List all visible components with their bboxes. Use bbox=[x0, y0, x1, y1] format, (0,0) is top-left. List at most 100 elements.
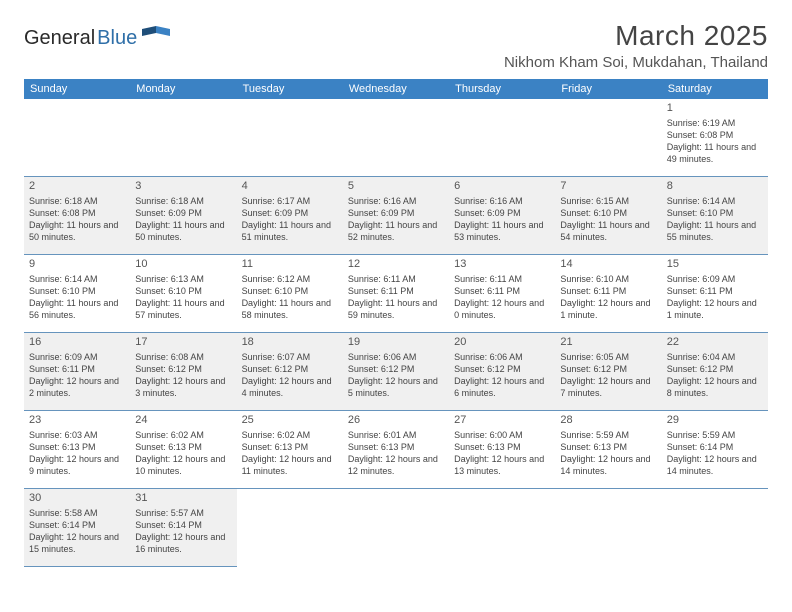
sunset-text: Sunset: 6:09 PM bbox=[135, 207, 231, 219]
sunset-text: Sunset: 6:11 PM bbox=[348, 285, 444, 297]
sunset-text: Sunset: 6:13 PM bbox=[454, 441, 550, 453]
daylight-text: Daylight: 12 hours and 4 minutes. bbox=[242, 375, 338, 399]
daylight-text: Daylight: 11 hours and 57 minutes. bbox=[135, 297, 231, 321]
daylight-text: Daylight: 11 hours and 55 minutes. bbox=[667, 219, 763, 243]
calendar-cell: 27Sunrise: 6:00 AMSunset: 6:13 PMDayligh… bbox=[449, 411, 555, 489]
calendar-cell: 7Sunrise: 6:15 AMSunset: 6:10 PMDaylight… bbox=[555, 177, 661, 255]
calendar-cell: 20Sunrise: 6:06 AMSunset: 6:12 PMDayligh… bbox=[449, 333, 555, 411]
day-number: 9 bbox=[29, 257, 125, 272]
daylight-text: Daylight: 12 hours and 13 minutes. bbox=[454, 453, 550, 477]
sunrise-text: Sunrise: 6:11 AM bbox=[348, 273, 444, 285]
daylight-text: Daylight: 12 hours and 9 minutes. bbox=[29, 453, 125, 477]
sunrise-text: Sunrise: 6:14 AM bbox=[667, 195, 763, 207]
calendar-cell bbox=[343, 489, 449, 567]
sunrise-text: Sunrise: 6:16 AM bbox=[454, 195, 550, 207]
day-header: Sunday bbox=[24, 79, 130, 99]
sunset-text: Sunset: 6:13 PM bbox=[560, 441, 656, 453]
sunrise-text: Sunrise: 6:19 AM bbox=[667, 117, 763, 129]
calendar-cell: 25Sunrise: 6:02 AMSunset: 6:13 PMDayligh… bbox=[237, 411, 343, 489]
calendar-cell bbox=[343, 99, 449, 177]
calendar-cell: 23Sunrise: 6:03 AMSunset: 6:13 PMDayligh… bbox=[24, 411, 130, 489]
day-number: 15 bbox=[667, 257, 763, 272]
sunrise-text: Sunrise: 6:12 AM bbox=[242, 273, 338, 285]
daylight-text: Daylight: 12 hours and 8 minutes. bbox=[667, 375, 763, 399]
sunset-text: Sunset: 6:13 PM bbox=[29, 441, 125, 453]
day-header: Wednesday bbox=[343, 79, 449, 99]
daylight-text: Daylight: 12 hours and 10 minutes. bbox=[135, 453, 231, 477]
sunrise-text: Sunrise: 6:08 AM bbox=[135, 351, 231, 363]
sunset-text: Sunset: 6:11 PM bbox=[560, 285, 656, 297]
sunset-text: Sunset: 6:14 PM bbox=[135, 519, 231, 531]
daylight-text: Daylight: 11 hours and 59 minutes. bbox=[348, 297, 444, 321]
calendar-cell: 18Sunrise: 6:07 AMSunset: 6:12 PMDayligh… bbox=[237, 333, 343, 411]
day-number: 6 bbox=[454, 179, 550, 194]
calendar-cell: 13Sunrise: 6:11 AMSunset: 6:11 PMDayligh… bbox=[449, 255, 555, 333]
calendar-cell bbox=[237, 489, 343, 567]
daylight-text: Daylight: 12 hours and 5 minutes. bbox=[348, 375, 444, 399]
calendar-cell: 16Sunrise: 6:09 AMSunset: 6:11 PMDayligh… bbox=[24, 333, 130, 411]
day-header: Thursday bbox=[449, 79, 555, 99]
sunrise-text: Sunrise: 6:17 AM bbox=[242, 195, 338, 207]
calendar-cell: 31Sunrise: 5:57 AMSunset: 6:14 PMDayligh… bbox=[130, 489, 236, 567]
sunrise-text: Sunrise: 6:06 AM bbox=[348, 351, 444, 363]
calendar-cell bbox=[449, 489, 555, 567]
day-number: 7 bbox=[560, 179, 656, 194]
calendar-cell: 9Sunrise: 6:14 AMSunset: 6:10 PMDaylight… bbox=[24, 255, 130, 333]
day-number: 16 bbox=[29, 335, 125, 350]
day-number: 24 bbox=[135, 413, 231, 428]
sunset-text: Sunset: 6:10 PM bbox=[135, 285, 231, 297]
day-number: 13 bbox=[454, 257, 550, 272]
day-number: 28 bbox=[560, 413, 656, 428]
daylight-text: Daylight: 11 hours and 53 minutes. bbox=[454, 219, 550, 243]
location-text: Nikhom Kham Soi, Mukdahan, Thailand bbox=[504, 54, 768, 71]
sunset-text: Sunset: 6:09 PM bbox=[348, 207, 444, 219]
daylight-text: Daylight: 11 hours and 50 minutes. bbox=[135, 219, 231, 243]
day-number: 29 bbox=[667, 413, 763, 428]
calendar-cell: 11Sunrise: 6:12 AMSunset: 6:10 PMDayligh… bbox=[237, 255, 343, 333]
calendar-cell: 8Sunrise: 6:14 AMSunset: 6:10 PMDaylight… bbox=[662, 177, 768, 255]
title-block: March 2025 Nikhom Kham Soi, Mukdahan, Th… bbox=[504, 20, 768, 71]
daylight-text: Daylight: 11 hours and 49 minutes. bbox=[667, 141, 763, 165]
sunrise-text: Sunrise: 6:07 AM bbox=[242, 351, 338, 363]
sunrise-text: Sunrise: 6:04 AM bbox=[667, 351, 763, 363]
daylight-text: Daylight: 11 hours and 58 minutes. bbox=[242, 297, 338, 321]
sunset-text: Sunset: 6:13 PM bbox=[348, 441, 444, 453]
sunrise-text: Sunrise: 6:16 AM bbox=[348, 195, 444, 207]
calendar-cell bbox=[449, 99, 555, 177]
daylight-text: Daylight: 11 hours and 51 minutes. bbox=[242, 219, 338, 243]
sunrise-text: Sunrise: 6:11 AM bbox=[454, 273, 550, 285]
sunrise-text: Sunrise: 6:10 AM bbox=[560, 273, 656, 285]
day-number: 1 bbox=[667, 101, 763, 116]
sunset-text: Sunset: 6:14 PM bbox=[29, 519, 125, 531]
daylight-text: Daylight: 11 hours and 50 minutes. bbox=[29, 219, 125, 243]
daylight-text: Daylight: 11 hours and 52 minutes. bbox=[348, 219, 444, 243]
sunrise-text: Sunrise: 6:13 AM bbox=[135, 273, 231, 285]
sunset-text: Sunset: 6:12 PM bbox=[667, 363, 763, 375]
sunset-text: Sunset: 6:12 PM bbox=[348, 363, 444, 375]
day-number: 25 bbox=[242, 413, 338, 428]
sunrise-text: Sunrise: 5:59 AM bbox=[560, 429, 656, 441]
logo-text-2: Blue bbox=[97, 27, 137, 50]
day-header: Friday bbox=[555, 79, 661, 99]
sunset-text: Sunset: 6:08 PM bbox=[29, 207, 125, 219]
sunset-text: Sunset: 6:10 PM bbox=[560, 207, 656, 219]
day-number: 19 bbox=[348, 335, 444, 350]
sunset-text: Sunset: 6:13 PM bbox=[135, 441, 231, 453]
sunrise-text: Sunrise: 6:09 AM bbox=[29, 351, 125, 363]
calendar-cell bbox=[555, 99, 661, 177]
sunrise-text: Sunrise: 6:15 AM bbox=[560, 195, 656, 207]
sunset-text: Sunset: 6:10 PM bbox=[242, 285, 338, 297]
calendar-cell: 24Sunrise: 6:02 AMSunset: 6:13 PMDayligh… bbox=[130, 411, 236, 489]
daylight-text: Daylight: 12 hours and 6 minutes. bbox=[454, 375, 550, 399]
daylight-text: Daylight: 12 hours and 0 minutes. bbox=[454, 297, 550, 321]
sunrise-text: Sunrise: 6:02 AM bbox=[242, 429, 338, 441]
calendar-cell: 3Sunrise: 6:18 AMSunset: 6:09 PMDaylight… bbox=[130, 177, 236, 255]
daylight-text: Daylight: 12 hours and 1 minute. bbox=[667, 297, 763, 321]
calendar-cell bbox=[130, 99, 236, 177]
sunset-text: Sunset: 6:11 PM bbox=[29, 363, 125, 375]
sunset-text: Sunset: 6:12 PM bbox=[135, 363, 231, 375]
sunset-text: Sunset: 6:10 PM bbox=[667, 207, 763, 219]
sunset-text: Sunset: 6:11 PM bbox=[667, 285, 763, 297]
sunset-text: Sunset: 6:09 PM bbox=[242, 207, 338, 219]
day-number: 3 bbox=[135, 179, 231, 194]
